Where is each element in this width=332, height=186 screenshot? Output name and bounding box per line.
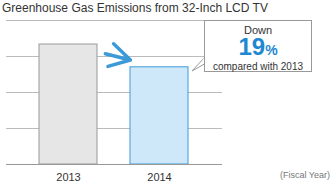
html-text:(Fiscal Year): (Fiscal Year) xyxy=(280,170,330,180)
svg-text:2013: 2013 xyxy=(56,171,80,183)
html-text:Down: Down xyxy=(243,24,273,36)
html-text:compared with 2013: compared with 2013 xyxy=(213,61,303,72)
svg-text:2014: 2014 xyxy=(147,171,171,183)
html-text:Greenhouse Gas Emissions from: Greenhouse Gas Emissions from 32-Inch LC… xyxy=(2,1,268,15)
html-text:19%: 19% xyxy=(238,33,278,60)
